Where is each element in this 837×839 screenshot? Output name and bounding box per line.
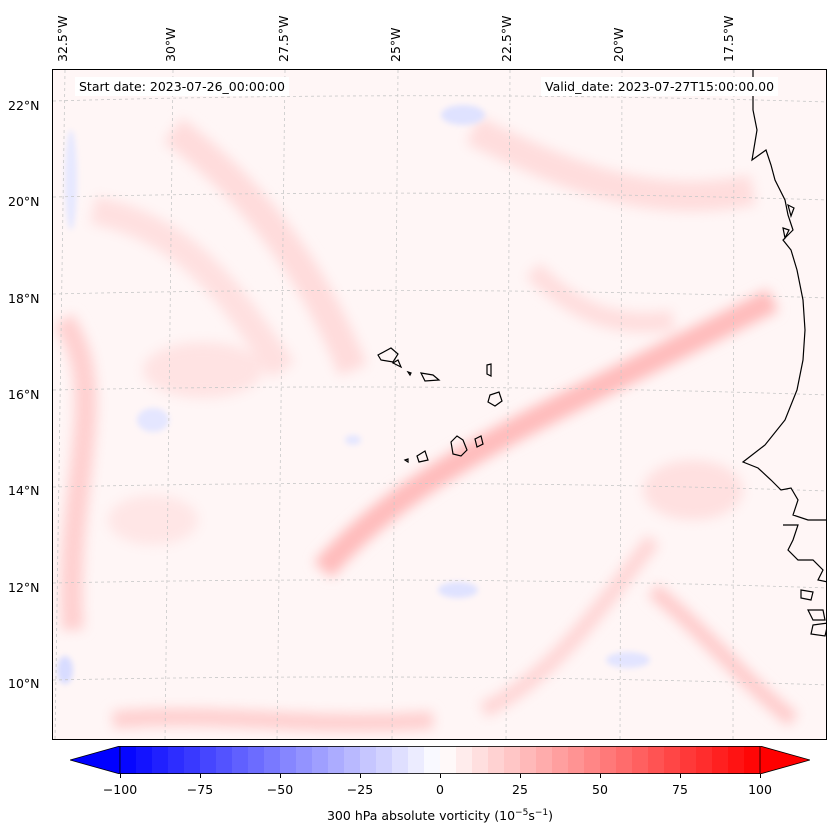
colorbar-tick-mark <box>200 774 201 778</box>
vorticity-field <box>53 70 826 739</box>
colorbar-label-suffix: ) <box>548 808 553 824</box>
lat-label-14n: 14°N <box>8 483 40 498</box>
colorbar-level <box>600 746 617 774</box>
lat-label-22n: 22°N <box>8 98 40 113</box>
colorbar-tick-label: 100 <box>748 782 772 797</box>
colorbar-level <box>488 746 505 774</box>
colorbar-level <box>632 746 649 774</box>
colorbar-level <box>136 746 153 774</box>
colorbar-level <box>664 746 681 774</box>
colorbar-level <box>696 746 713 774</box>
colorbar-extend-high <box>759 746 810 774</box>
colorbar-level <box>216 746 233 774</box>
lat-label-20n: 20°N <box>8 194 40 209</box>
graticule <box>53 70 826 739</box>
colorbar-level <box>456 746 473 774</box>
lat-label-18n: 18°N <box>8 291 40 306</box>
positive-vorticity-blobs <box>53 116 798 732</box>
colorbar-label-mid: s <box>528 808 535 824</box>
colorbar-label-prefix: 300 hPa absolute vorticity (10 <box>326 808 516 824</box>
lon-label-20w: 20°W <box>611 27 626 62</box>
colorbar-level <box>568 746 585 774</box>
colorbar-tick-label: 50 <box>592 782 608 797</box>
colorbar-tick-mark <box>120 774 121 778</box>
colorbar-tick-mark <box>760 774 761 778</box>
lon-label-25w: 25°W <box>388 27 403 62</box>
lat-label-10n: 10°N <box>8 676 40 691</box>
start-date-label: Start date: 2023-07-26_00:00:00 <box>75 77 289 96</box>
colorbar-tick-label: −50 <box>266 782 294 797</box>
colorbar-level <box>312 746 329 774</box>
colorbar-level <box>440 746 457 774</box>
colorbar-level <box>472 746 489 774</box>
colorbar-extend-low <box>70 746 121 774</box>
colorbar-level <box>520 746 537 774</box>
lon-label-17-5w: 17.5°W <box>721 15 736 62</box>
colorbar-tick-mark <box>680 774 681 778</box>
colorbar-tick-mark <box>600 774 601 778</box>
colorbar-tick-label: 75 <box>672 782 688 797</box>
colorbar-level <box>504 746 521 774</box>
colorbar-level <box>168 746 185 774</box>
colorbar-level <box>744 746 761 774</box>
colorbar-tick-label: −100 <box>102 782 138 797</box>
colorbar-tick-mark <box>360 774 361 778</box>
lon-label-22-5w: 22.5°W <box>499 15 514 62</box>
lat-label-16n: 16°N <box>8 387 40 402</box>
colorbar-level <box>680 746 697 774</box>
colorbar-level <box>712 746 729 774</box>
coastline <box>377 70 826 637</box>
colorbar-tick-label: −75 <box>186 782 214 797</box>
colorbar-level <box>232 746 249 774</box>
colorbar-level <box>248 746 265 774</box>
colorbar-level <box>200 746 217 774</box>
colorbar-level <box>536 746 553 774</box>
colorbar-tick-mark <box>440 774 441 778</box>
colorbar-level <box>152 746 169 774</box>
colorbar-level <box>296 746 313 774</box>
colorbar <box>70 746 810 774</box>
colorbar-level <box>184 746 201 774</box>
colorbar-level <box>264 746 281 774</box>
colorbar-tick-label: −25 <box>346 782 374 797</box>
colorbar-level <box>408 746 425 774</box>
lon-label-32-5w: 32.5°W <box>55 15 70 62</box>
colorbar-label: 300 hPa absolute vorticity (10−5s−1) <box>0 808 837 823</box>
colorbar-level <box>616 746 633 774</box>
colorbar-level <box>120 746 137 774</box>
negative-vorticity-blobs <box>57 105 650 684</box>
colorbar-level <box>328 746 345 774</box>
colorbar-level <box>392 746 409 774</box>
colorbar-tick-label: 0 <box>436 782 444 797</box>
colorbar-tick-mark <box>520 774 521 778</box>
colorbar-tick-label: 25 <box>512 782 528 797</box>
colorbar-tick-mark <box>280 774 281 778</box>
colorbar-level <box>280 746 297 774</box>
map-panel <box>52 69 827 740</box>
colorbar-level <box>728 746 745 774</box>
colorbar-label-exp1: −5 <box>515 808 529 818</box>
lat-label-12n: 12°N <box>8 580 40 595</box>
colorbar-level <box>648 746 665 774</box>
colorbar-level <box>584 746 601 774</box>
lon-label-30w: 30°W <box>163 27 178 62</box>
valid-date-label: Valid_date: 2023-07-27T15:00:00.00 <box>541 77 779 96</box>
colorbar-label-exp2: −1 <box>534 808 549 818</box>
colorbar-border <box>119 746 761 774</box>
lon-label-27-5w: 27.5°W <box>276 15 291 62</box>
colorbar-level <box>360 746 377 774</box>
colorbar-level <box>552 746 569 774</box>
colorbar-level <box>424 746 441 774</box>
colorbar-level <box>376 746 393 774</box>
colorbar-level <box>344 746 361 774</box>
